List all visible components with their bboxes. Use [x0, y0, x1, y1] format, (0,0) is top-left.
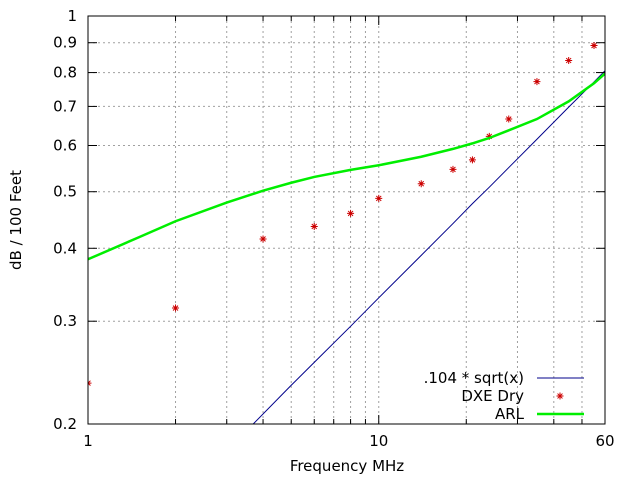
data-point-dxe-dry: [590, 42, 598, 50]
data-point-dxe-dry: [259, 235, 267, 243]
y-tick-label: 0.6: [53, 136, 77, 154]
grid: [88, 16, 605, 424]
x-tick-label: 1: [83, 432, 93, 450]
y-tick-label: 0.4: [53, 239, 77, 257]
y-tick-label: 0.3: [53, 312, 77, 330]
legend-label: DXE Dry: [461, 387, 524, 405]
plot-area: [88, 42, 605, 424]
data-point-dxe-dry: [533, 78, 541, 86]
y-tick-label: 0.9: [53, 34, 77, 52]
y-tick-label: 1: [67, 7, 77, 25]
y-tick-label: 0.5: [53, 183, 77, 201]
legend-swatch-marker: [556, 392, 564, 400]
data-point-dxe-dry: [172, 304, 180, 312]
series-line-sqrt: [252, 70, 605, 424]
data-point-dxe-dry: [505, 115, 513, 123]
data-point-dxe-dry: [347, 209, 355, 217]
data-point-dxe-dry: [375, 194, 383, 202]
y-axis-label: dB / 100 Feet: [7, 170, 25, 270]
series-line-arl: [88, 72, 605, 261]
data-point-dxe-dry: [468, 156, 476, 164]
data-point-dxe-dry: [417, 180, 425, 188]
data-point-dxe-dry: [565, 57, 573, 65]
legend-label: .104 * sqrt(x): [424, 369, 524, 387]
y-tick-label: 0.2: [53, 415, 77, 433]
plot-frame: [87, 15, 606, 425]
x-tick-label: 10: [369, 432, 388, 450]
axis-ticks: 0.2 0.3 0.4 0.5 0.6 0.7 0.8 0.9 1 1 10 60: [53, 7, 614, 450]
data-point-dxe-dry: [310, 222, 318, 230]
y-tick-label: 0.8: [53, 64, 77, 82]
data-point-dxe-dry: [485, 132, 493, 140]
data-point-dxe-dry: [449, 165, 457, 173]
legend-label: ARL: [495, 405, 525, 423]
x-tick-label: 60: [595, 432, 614, 450]
x-axis-label: Frequency MHz: [290, 457, 404, 475]
y-tick-label: 0.7: [53, 97, 77, 115]
